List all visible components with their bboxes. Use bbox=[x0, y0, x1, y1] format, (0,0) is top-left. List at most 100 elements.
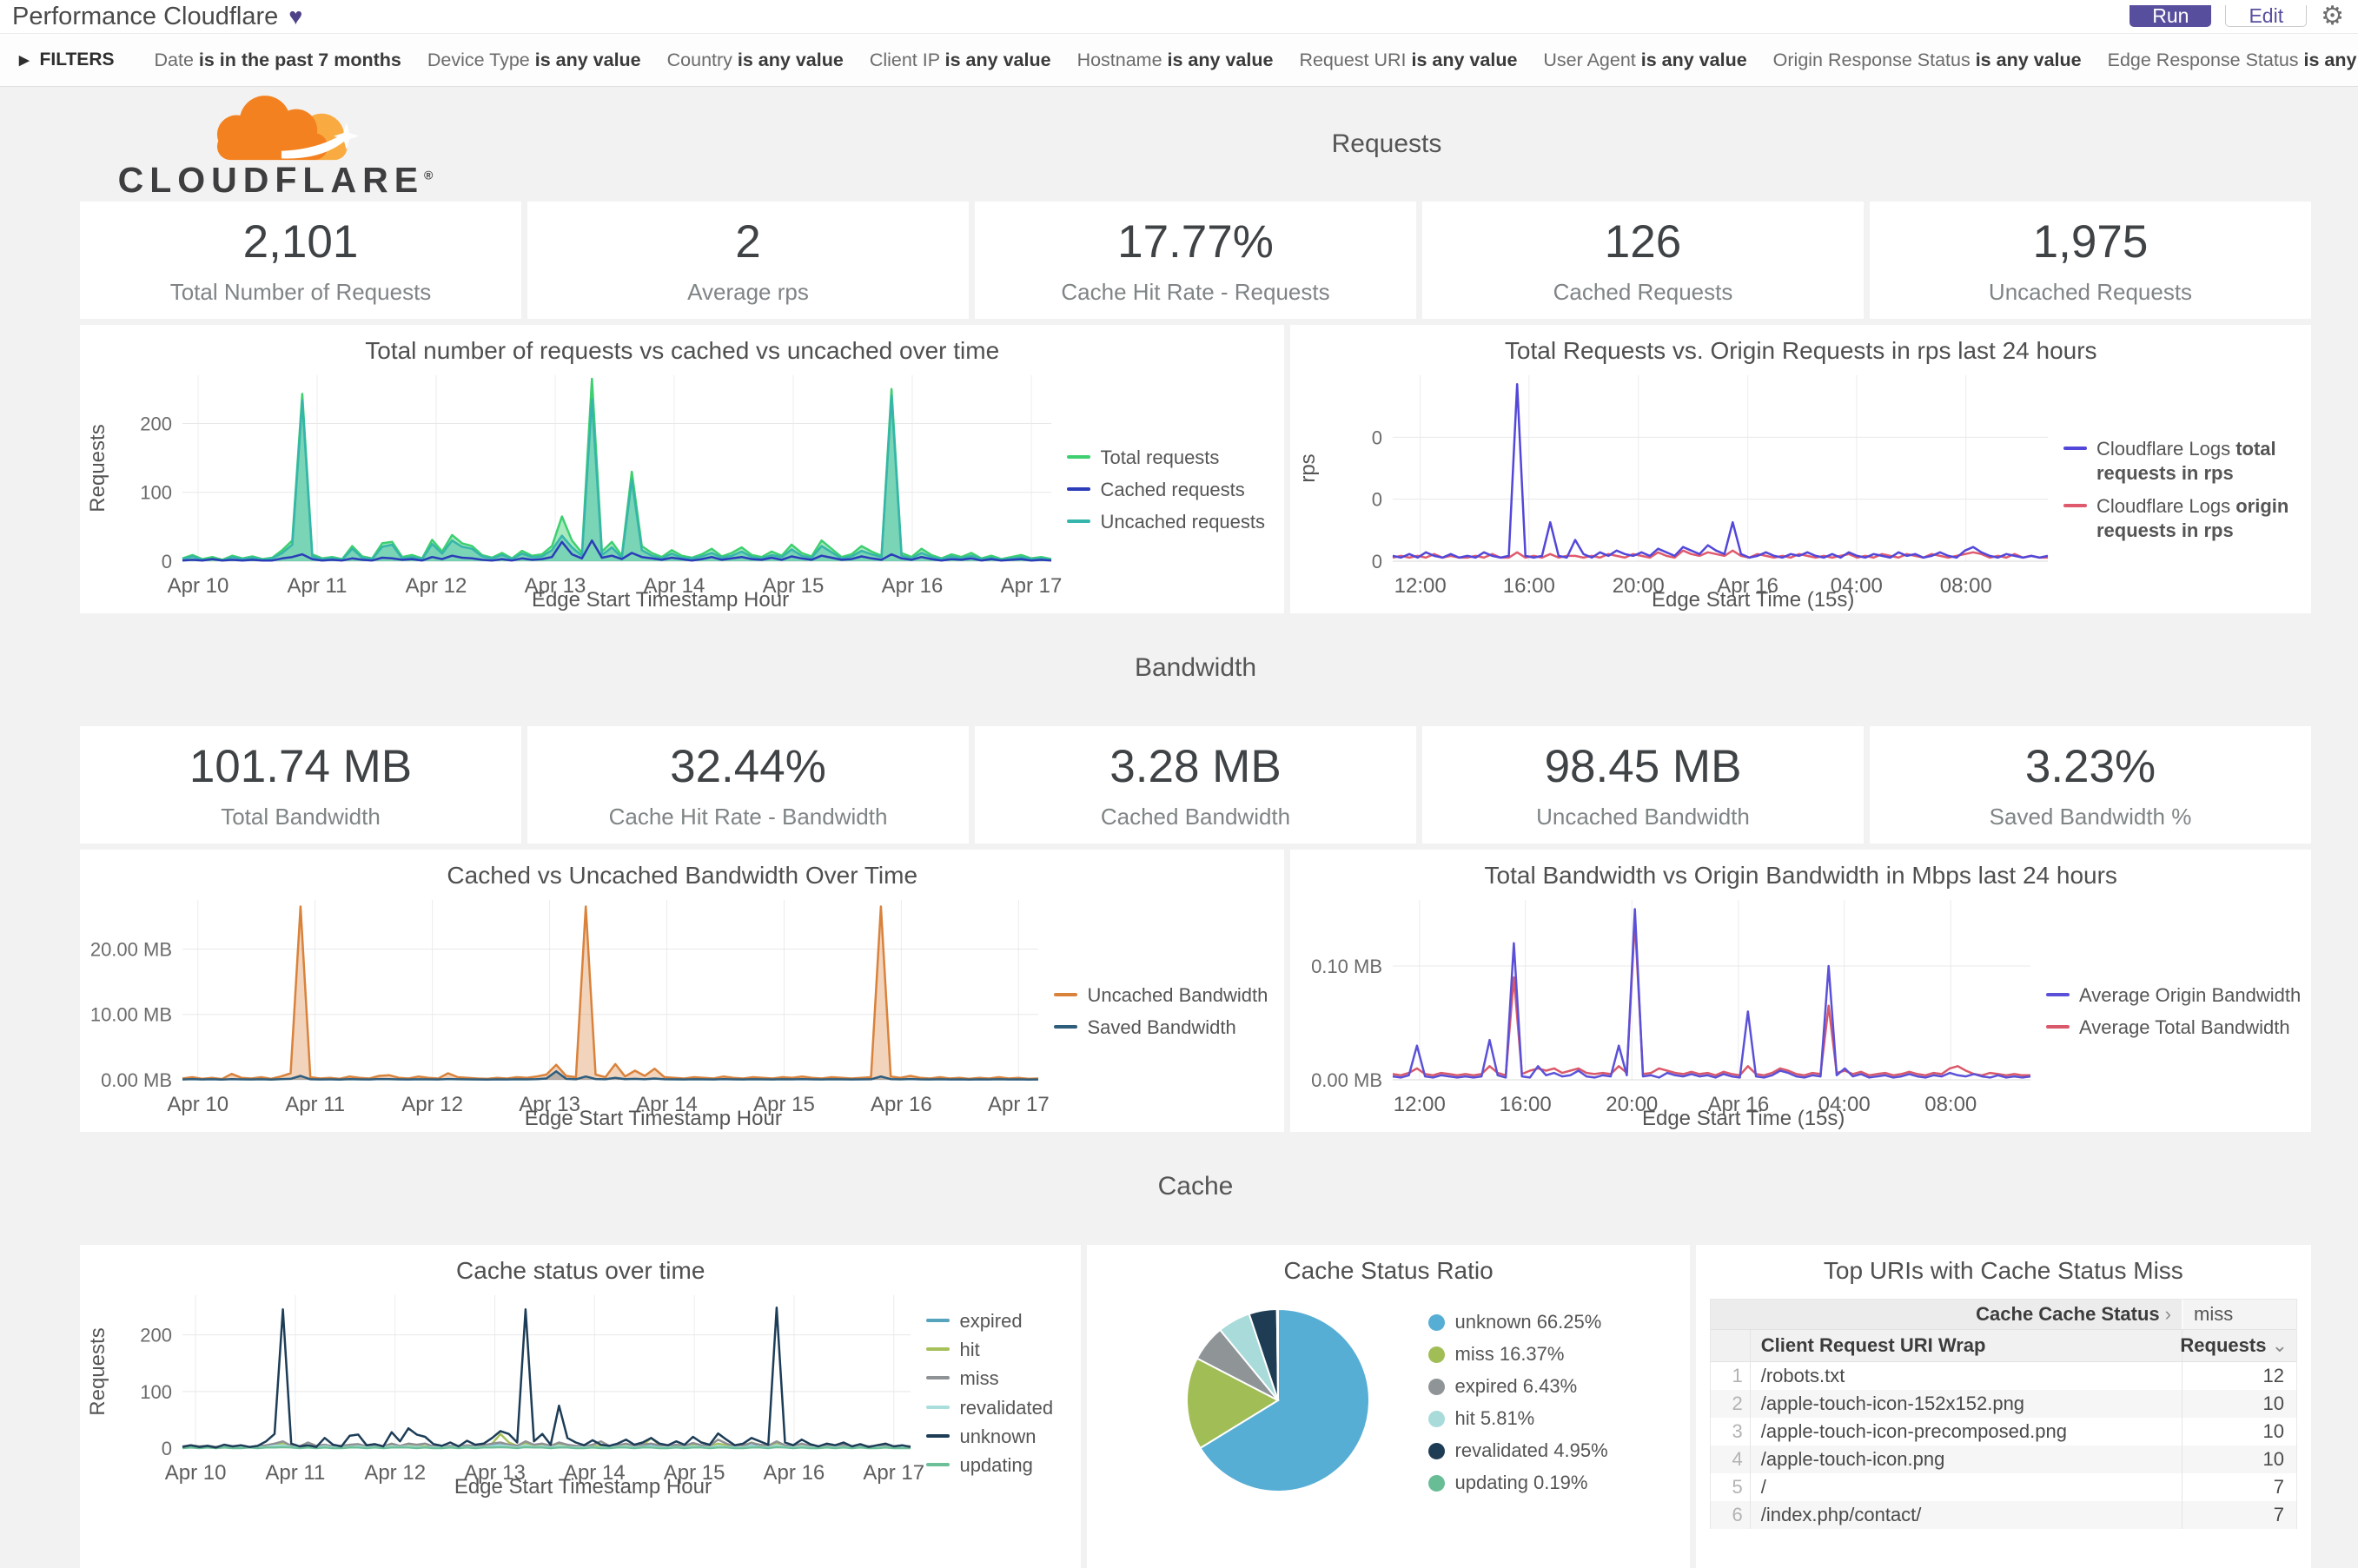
row-number: 1 bbox=[1711, 1362, 1751, 1390]
legend-item[interactable]: Average Origin Bandwidth bbox=[2046, 983, 2306, 1008]
legend-item[interactable]: unknown bbox=[926, 1425, 1076, 1449]
chart-legend: Total requests Cached requests Uncached re… bbox=[1067, 365, 1284, 613]
cloudflare-logo-text: CLOUDFLARE® bbox=[118, 162, 434, 198]
gear-icon[interactable]: ⚙︎ bbox=[2321, 5, 2344, 28]
legend-item[interactable]: Cloudflare Logs total requests in rps bbox=[2063, 437, 2306, 486]
chart-panel-cache-status-ratio: Cache Status Ratio unknown 66.25%miss 16… bbox=[1087, 1245, 1689, 1568]
kpi-label: Cache Hit Rate - Bandwidth bbox=[609, 804, 888, 830]
pie-legend-item[interactable]: expired 6.43% bbox=[1428, 1375, 1608, 1398]
pie-plot[interactable] bbox=[1169, 1292, 1387, 1513]
filter-item[interactable]: Client IP is any value bbox=[870, 50, 1051, 71]
kpi-value: 98.45 MB bbox=[1545, 740, 1742, 793]
legend-label: Uncached requests bbox=[1100, 510, 1265, 534]
uri-cell[interactable]: /robots.txt bbox=[1751, 1365, 2182, 1387]
uri-column-header[interactable]: Client Request URI Wrap bbox=[1751, 1334, 2182, 1357]
row-number: 4 bbox=[1711, 1446, 1751, 1473]
pie-legend: unknown 66.25% miss 16.37% expired 6.43% hi… bbox=[1428, 1311, 1608, 1494]
kpi-value: 32.44% bbox=[670, 740, 826, 793]
uri-cell[interactable]: /index.php/contact/ bbox=[1751, 1504, 2182, 1526]
svg-text:Apr 11: Apr 11 bbox=[285, 1093, 345, 1116]
kpi-value: 2,101 bbox=[243, 215, 359, 268]
requests-cell[interactable]: 12 bbox=[2182, 1362, 2296, 1390]
svg-text:Edge Start Timestamp Hour: Edge Start Timestamp Hour bbox=[532, 588, 789, 612]
edit-button[interactable]: Edit bbox=[2225, 5, 2307, 27]
filter-item[interactable]: Date is in the past 7 months bbox=[155, 50, 401, 71]
pie-legend-item[interactable]: updating 0.19% bbox=[1428, 1472, 1608, 1494]
table-row[interactable]: 5/7 bbox=[1711, 1473, 2296, 1501]
requests-column-header[interactable]: Requests ⌄ bbox=[2182, 1330, 2296, 1361]
pie-legend-item[interactable]: miss 16.37% bbox=[1428, 1343, 1608, 1366]
kpi-label: Cached Requests bbox=[1553, 279, 1733, 306]
run-button[interactable]: Run bbox=[2129, 5, 2211, 27]
filters-label-text: FILTERS bbox=[40, 50, 115, 70]
pivot-value[interactable]: miss bbox=[2182, 1300, 2296, 1329]
filter-item[interactable]: Request URI is any value bbox=[1299, 50, 1517, 71]
filter-item[interactable]: Hostname is any value bbox=[1077, 50, 1274, 71]
legend-item[interactable]: Saved Bandwidth bbox=[1054, 1016, 1279, 1040]
filter-item[interactable]: Device Type is any value bbox=[427, 50, 641, 71]
legend-item[interactable]: hit bbox=[926, 1338, 1076, 1362]
legend-item[interactable]: Total requests bbox=[1067, 446, 1279, 470]
legend-label: miss bbox=[959, 1366, 998, 1391]
bandwidth-band: Bandwidth bbox=[80, 653, 2311, 683]
registered-mark: ® bbox=[424, 168, 433, 182]
legend-item[interactable]: Uncached requests bbox=[1067, 510, 1279, 534]
requests-cell[interactable]: 7 bbox=[2182, 1501, 2296, 1529]
chart-title: Total Bandwidth vs Origin Bandwidth in M… bbox=[1290, 850, 2311, 890]
filter-item[interactable]: Origin Response Status is any value bbox=[1773, 50, 2082, 71]
pie-legend-label: updating 0.19% bbox=[1455, 1472, 1588, 1494]
filter-item[interactable]: Edge Response Status is any value bbox=[2108, 50, 2358, 71]
svg-text:10.00 MB: 10.00 MB bbox=[90, 1004, 172, 1026]
pivot-label[interactable]: Cache Cache Status› bbox=[1711, 1303, 2182, 1326]
svg-text:0: 0 bbox=[1372, 551, 1382, 572]
legend-item[interactable]: miss bbox=[926, 1366, 1076, 1391]
legend-item[interactable]: expired bbox=[926, 1309, 1076, 1333]
requests-cell[interactable]: 10 bbox=[2182, 1418, 2296, 1446]
chart-panel-bandwidth-24h: Total Bandwidth vs Origin Bandwidth in M… bbox=[1290, 850, 2311, 1132]
legend-item[interactable]: Average Total Bandwidth bbox=[2046, 1016, 2306, 1040]
pie-legend-dot-icon bbox=[1428, 1314, 1445, 1331]
legend-item[interactable]: updating bbox=[926, 1453, 1076, 1478]
pie-legend-item[interactable]: hit 5.81% bbox=[1428, 1407, 1608, 1430]
section-title-requests: Requests bbox=[462, 129, 2311, 159]
requests-cell[interactable]: 10 bbox=[2182, 1446, 2296, 1473]
pie-legend-label: hit 5.81% bbox=[1455, 1407, 1535, 1430]
legend-item[interactable]: revalidated bbox=[926, 1396, 1076, 1420]
svg-text:0: 0 bbox=[1372, 427, 1382, 448]
pie-legend-item[interactable]: revalidated 4.95% bbox=[1428, 1439, 1608, 1462]
pie-legend-item[interactable]: unknown 66.25% bbox=[1428, 1311, 1608, 1333]
chevron-right-icon: › bbox=[2165, 1303, 2171, 1325]
legend-item[interactable]: Cloudflare Logs origin requests in rps bbox=[2063, 494, 2306, 543]
legend-item[interactable]: Uncached Bandwidth bbox=[1054, 983, 1279, 1008]
uri-cell[interactable]: / bbox=[1751, 1476, 2182, 1499]
kpi-cached-requests: 126 Cached Requests bbox=[1422, 202, 1864, 319]
table-row[interactable]: 6/index.php/contact/7 bbox=[1711, 1501, 2296, 1529]
pie-slice-updating[interactable] bbox=[1276, 1309, 1277, 1400]
filters-toggle[interactable]: ▶ FILTERS bbox=[19, 50, 115, 70]
legend-item[interactable]: Cached requests bbox=[1067, 478, 1279, 502]
requests-cell[interactable]: 7 bbox=[2182, 1473, 2296, 1501]
requests-cell[interactable]: 10 bbox=[2182, 1390, 2296, 1418]
uri-cell[interactable]: /apple-touch-icon-precomposed.png bbox=[1751, 1420, 2182, 1443]
uri-cell[interactable]: /apple-touch-icon.png bbox=[1751, 1448, 2182, 1471]
uri-cell[interactable]: /apple-touch-icon-152x152.png bbox=[1751, 1393, 2182, 1415]
pie-legend-label: miss 16.37% bbox=[1455, 1343, 1565, 1366]
filter-item[interactable]: Country is any value bbox=[667, 50, 844, 71]
filter-item[interactable]: User Agent is any value bbox=[1543, 50, 1746, 71]
